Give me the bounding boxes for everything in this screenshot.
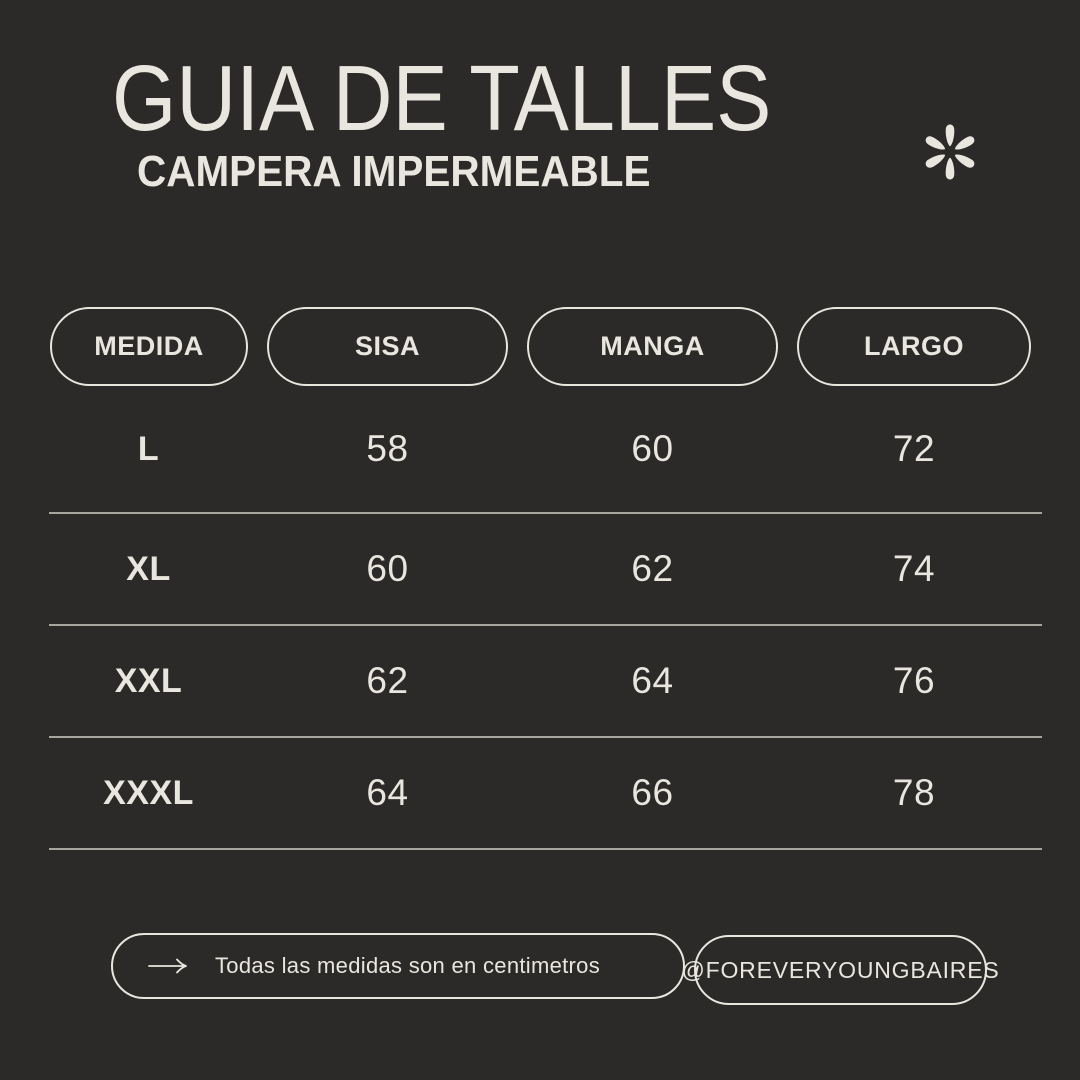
table-row-xl: XL 60 62 74 xyxy=(49,514,1042,626)
column-header-manga: MANGA xyxy=(527,307,778,386)
largo-value: 76 xyxy=(892,660,936,701)
column-header-sisa: SISA xyxy=(267,307,508,386)
instagram-handle: @FOREVERYOUNGBAIRES xyxy=(681,956,1000,983)
measurements-note-pill: Todas las medidas son en centimetros xyxy=(111,933,685,999)
column-header-largo: LARGO xyxy=(797,307,1031,386)
size-table: L 58 60 72 XL 60 62 74 XXL 62 64 76 XXXL… xyxy=(49,386,1042,850)
table-header: MEDIDA SISA MANGA LARGO xyxy=(50,307,1031,386)
column-header-label: MEDIDA xyxy=(94,331,204,361)
instagram-handle-pill: @FOREVERYOUNGBAIRES xyxy=(681,935,999,1005)
size-label: XXL xyxy=(114,661,183,700)
largo-value: 74 xyxy=(892,548,936,589)
sisa-value: 62 xyxy=(366,660,409,701)
table-row-xxl: XXL 62 64 76 xyxy=(49,626,1042,738)
manga-value: 64 xyxy=(631,660,674,701)
column-header-medida: MEDIDA xyxy=(50,307,248,386)
manga-value: 66 xyxy=(631,772,674,813)
right-arrow-icon xyxy=(148,958,187,974)
column-header-label: SISA xyxy=(354,331,421,361)
sisa-value: 58 xyxy=(366,428,409,469)
sisa-value: 64 xyxy=(366,772,409,813)
page-title: GUIA DE TALLES xyxy=(112,46,772,150)
page-subtitle: CAMPERA IMPERMEABLE xyxy=(137,147,651,196)
largo-value: 78 xyxy=(892,772,936,813)
size-label: XL xyxy=(126,549,171,588)
measurements-note: Todas las medidas son en centimetros xyxy=(215,953,600,978)
size-label: L xyxy=(137,429,160,468)
manga-value: 62 xyxy=(631,548,674,589)
largo-value: 72 xyxy=(892,428,936,469)
manga-value: 60 xyxy=(631,428,674,469)
column-header-label: MANGA xyxy=(600,331,705,361)
table-row-xxxl: XXXL 64 66 78 xyxy=(49,738,1042,850)
asterisk-icon xyxy=(925,124,975,180)
size-label: XXXL xyxy=(103,773,194,812)
column-header-label: LARGO xyxy=(864,331,964,361)
table-row-l: L 58 60 72 xyxy=(49,386,1042,514)
sisa-value: 60 xyxy=(366,548,409,589)
